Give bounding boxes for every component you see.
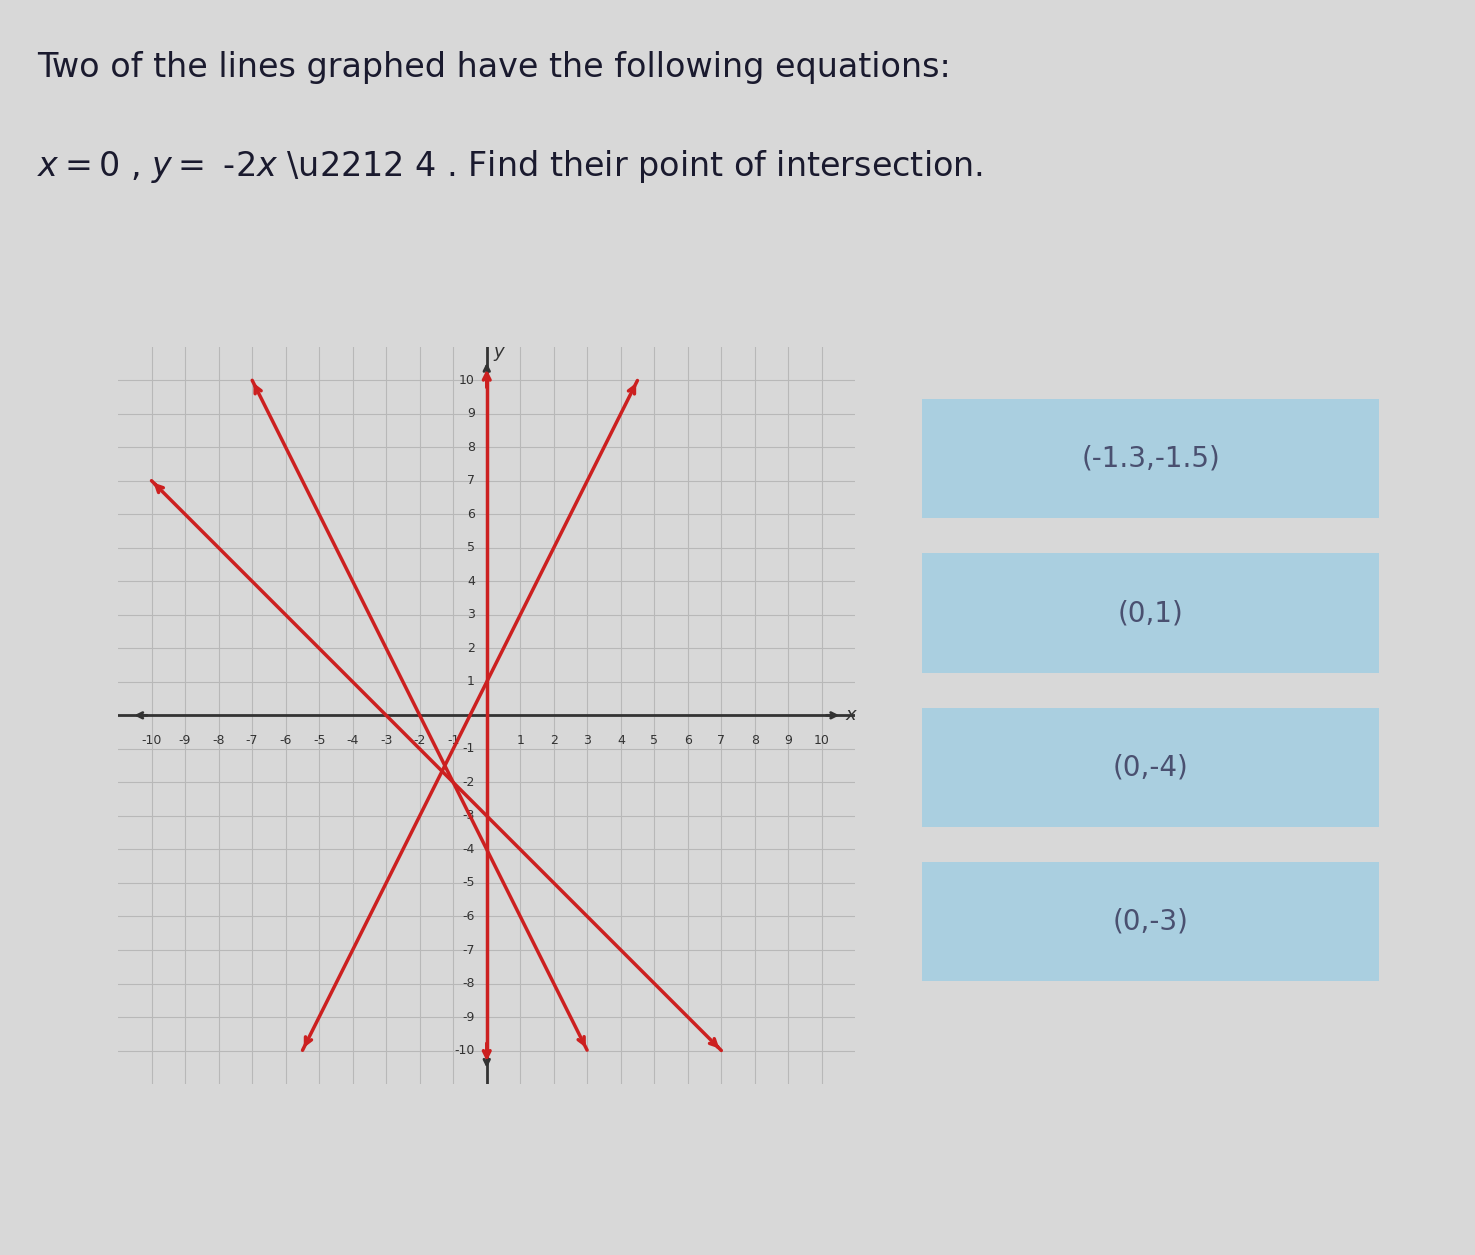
Text: 7: 7 bbox=[468, 474, 475, 487]
Text: 8: 8 bbox=[751, 734, 760, 747]
Text: -4: -4 bbox=[463, 843, 475, 856]
Text: 4: 4 bbox=[468, 575, 475, 587]
Text: -5: -5 bbox=[463, 876, 475, 890]
Text: -1: -1 bbox=[447, 734, 459, 747]
Text: y: y bbox=[493, 343, 504, 360]
Text: 2: 2 bbox=[550, 734, 558, 747]
Text: 10: 10 bbox=[459, 374, 475, 387]
Text: -8: -8 bbox=[463, 978, 475, 990]
Text: -6: -6 bbox=[279, 734, 292, 747]
Text: x: x bbox=[845, 707, 856, 724]
Text: -3: -3 bbox=[381, 734, 392, 747]
Text: 7: 7 bbox=[717, 734, 726, 747]
Text: 1: 1 bbox=[516, 734, 524, 747]
Text: 9: 9 bbox=[785, 734, 792, 747]
Text: -6: -6 bbox=[463, 910, 475, 922]
Text: -10: -10 bbox=[142, 734, 162, 747]
Text: 8: 8 bbox=[468, 441, 475, 453]
Text: (0,-3): (0,-3) bbox=[1112, 907, 1189, 936]
Text: -4: -4 bbox=[347, 734, 358, 747]
Text: 2: 2 bbox=[468, 641, 475, 655]
Text: (0,-4): (0,-4) bbox=[1112, 753, 1189, 782]
Text: 3: 3 bbox=[584, 734, 591, 747]
Text: 4: 4 bbox=[617, 734, 625, 747]
Text: -5: -5 bbox=[313, 734, 326, 747]
Text: -9: -9 bbox=[463, 1010, 475, 1024]
Text: (0,1): (0,1) bbox=[1118, 599, 1183, 628]
Text: -1: -1 bbox=[463, 743, 475, 756]
Text: -7: -7 bbox=[463, 944, 475, 956]
Text: -10: -10 bbox=[454, 1044, 475, 1057]
Text: 6: 6 bbox=[684, 734, 692, 747]
Text: 10: 10 bbox=[814, 734, 830, 747]
Text: -2: -2 bbox=[463, 776, 475, 789]
Text: 9: 9 bbox=[468, 407, 475, 420]
Text: $x = 0$ , $y =$ -2$x$ \u2212 4 . Find their point of intersection.: $x = 0$ , $y =$ -2$x$ \u2212 4 . Find th… bbox=[37, 148, 982, 184]
Text: Two of the lines graphed have the following equations:: Two of the lines graphed have the follow… bbox=[37, 51, 950, 84]
Text: -9: -9 bbox=[178, 734, 192, 747]
Text: 6: 6 bbox=[468, 508, 475, 521]
Text: -3: -3 bbox=[463, 809, 475, 822]
Text: 1: 1 bbox=[468, 675, 475, 688]
Text: 5: 5 bbox=[468, 541, 475, 555]
Text: -2: -2 bbox=[413, 734, 426, 747]
Text: 5: 5 bbox=[650, 734, 658, 747]
Text: 3: 3 bbox=[468, 609, 475, 621]
Text: -7: -7 bbox=[246, 734, 258, 747]
Text: -8: -8 bbox=[212, 734, 224, 747]
Text: (-1.3,-1.5): (-1.3,-1.5) bbox=[1081, 444, 1220, 473]
